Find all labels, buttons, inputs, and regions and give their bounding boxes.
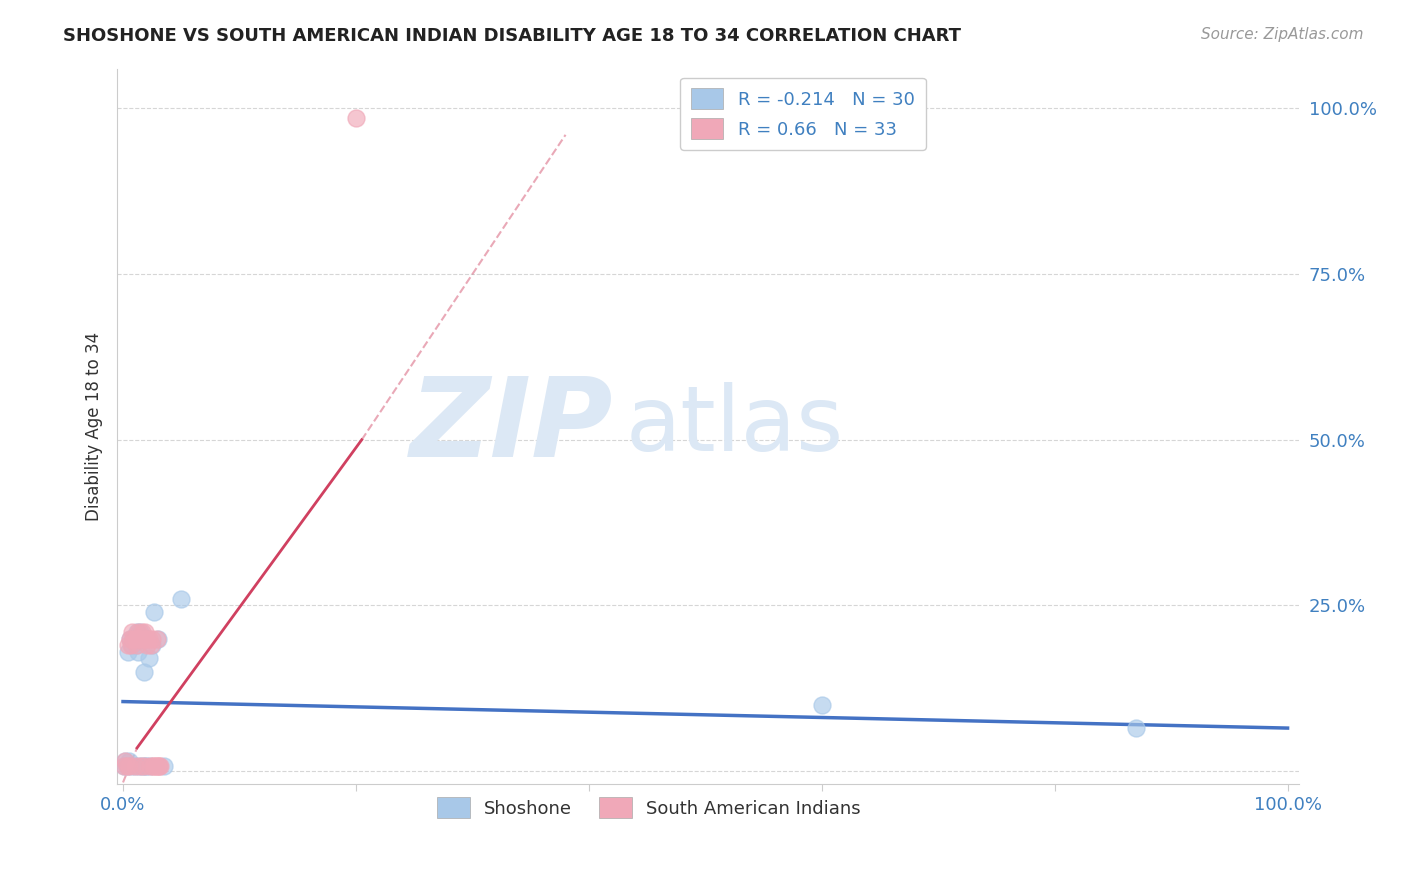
Point: [145, 759, 167, 773]
Point: [112, 759, 135, 773]
Point: [121, 624, 143, 639]
Point: [141, 632, 163, 646]
Point: [138, 632, 160, 646]
Point: [115, 759, 138, 773]
Point: [117, 645, 139, 659]
Point: [121, 638, 143, 652]
Point: [129, 759, 152, 773]
Point: [120, 638, 142, 652]
Point: [142, 759, 165, 773]
Point: [138, 651, 160, 665]
Point: [139, 638, 162, 652]
Y-axis label: Disability Age 18 to 34: Disability Age 18 to 34: [86, 332, 103, 521]
Point: [149, 759, 172, 773]
Point: [122, 632, 145, 646]
Point: [132, 632, 155, 646]
Point: [124, 759, 146, 773]
Point: [170, 591, 193, 606]
Point: [132, 759, 155, 773]
Point: [118, 759, 141, 773]
Point: [129, 624, 152, 639]
Point: [115, 759, 138, 773]
Point: [132, 632, 155, 646]
Point: [131, 759, 153, 773]
Text: ZIP: ZIP: [411, 373, 613, 480]
Point: [136, 638, 159, 652]
Point: [146, 632, 169, 646]
Point: [152, 759, 174, 773]
Point: [148, 759, 170, 773]
Point: [128, 632, 150, 646]
Point: [139, 759, 162, 773]
Point: [143, 605, 166, 619]
Point: [125, 632, 148, 646]
Text: atlas: atlas: [626, 383, 844, 470]
Text: SHOSHONE VS SOUTH AMERICAN INDIAN DISABILITY AGE 18 TO 34 CORRELATION CHART: SHOSHONE VS SOUTH AMERICAN INDIAN DISABI…: [63, 27, 962, 45]
Point: [127, 645, 149, 659]
Point: [125, 624, 148, 639]
Legend: Shoshone, South American Indians: Shoshone, South American Indians: [430, 790, 868, 825]
Point: [131, 624, 153, 639]
Point: [127, 624, 149, 639]
Point: [134, 759, 156, 773]
Text: Source: ZipAtlas.com: Source: ZipAtlas.com: [1201, 27, 1364, 42]
Point: [117, 638, 139, 652]
Point: [134, 624, 156, 639]
Point: [135, 632, 157, 646]
Point: [120, 759, 142, 773]
Point: [146, 632, 169, 646]
Point: [143, 759, 166, 773]
Point: [139, 759, 162, 773]
Point: [136, 632, 159, 646]
Point: [1125, 721, 1147, 735]
Point: [344, 112, 367, 126]
Point: [118, 632, 141, 646]
Point: [146, 759, 169, 773]
Point: [112, 759, 135, 773]
Point: [122, 632, 145, 646]
Point: [135, 759, 157, 773]
Point: [810, 698, 832, 712]
Point: [128, 759, 150, 773]
Point: [132, 665, 155, 679]
Point: [118, 632, 141, 646]
Point: [125, 638, 148, 652]
Point: [125, 638, 148, 652]
Point: [124, 759, 146, 773]
Point: [118, 754, 141, 768]
Point: [114, 754, 136, 768]
Point: [114, 754, 136, 768]
Point: [141, 638, 163, 652]
